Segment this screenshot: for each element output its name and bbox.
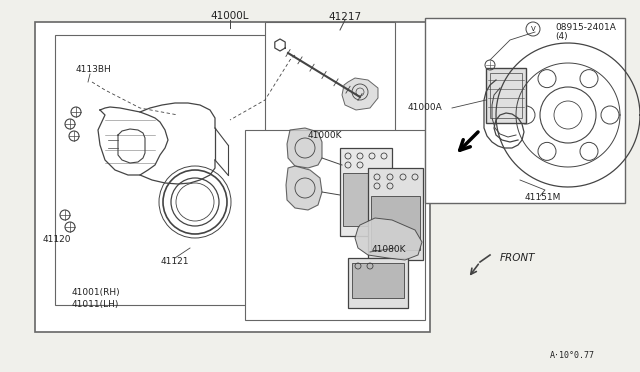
Text: A·10°0.77: A·10°0.77 [550,352,595,360]
Text: (4): (4) [555,32,568,42]
Text: 41001(RH): 41001(RH) [72,289,120,298]
Text: 41000A: 41000A [407,103,442,112]
Bar [340,148,392,236]
Text: 41120: 41120 [43,235,71,244]
Bar [245,130,425,320]
Text: 41000L: 41000L [211,11,249,21]
Circle shape [601,106,619,124]
Circle shape [540,87,596,143]
Polygon shape [355,218,422,260]
Bar [486,68,526,123]
Text: 4113BH: 4113BH [75,65,111,74]
Bar [35,22,430,332]
Circle shape [580,142,598,160]
Text: 41151M: 41151M [525,192,561,202]
Text: 41080K: 41080K [372,246,406,254]
Text: 41011(LH): 41011(LH) [72,301,120,310]
Text: FRONT: FRONT [500,253,536,263]
Bar [265,22,395,152]
Text: V: V [531,26,536,32]
Polygon shape [342,78,378,110]
Circle shape [517,106,535,124]
Text: 08915-2401A: 08915-2401A [555,22,616,32]
Text: 41217: 41217 [328,12,362,22]
Bar [368,168,423,260]
Circle shape [580,70,598,88]
Text: 41000K: 41000K [308,131,342,140]
Circle shape [538,142,556,160]
Bar [55,35,315,305]
Bar [490,73,522,118]
Text: 41121: 41121 [161,257,189,266]
Bar [352,263,404,298]
Bar [371,196,420,250]
Circle shape [538,70,556,88]
Polygon shape [286,166,322,210]
Bar [425,18,625,203]
Bar [348,258,408,308]
Polygon shape [287,128,322,168]
Bar [343,173,389,226]
